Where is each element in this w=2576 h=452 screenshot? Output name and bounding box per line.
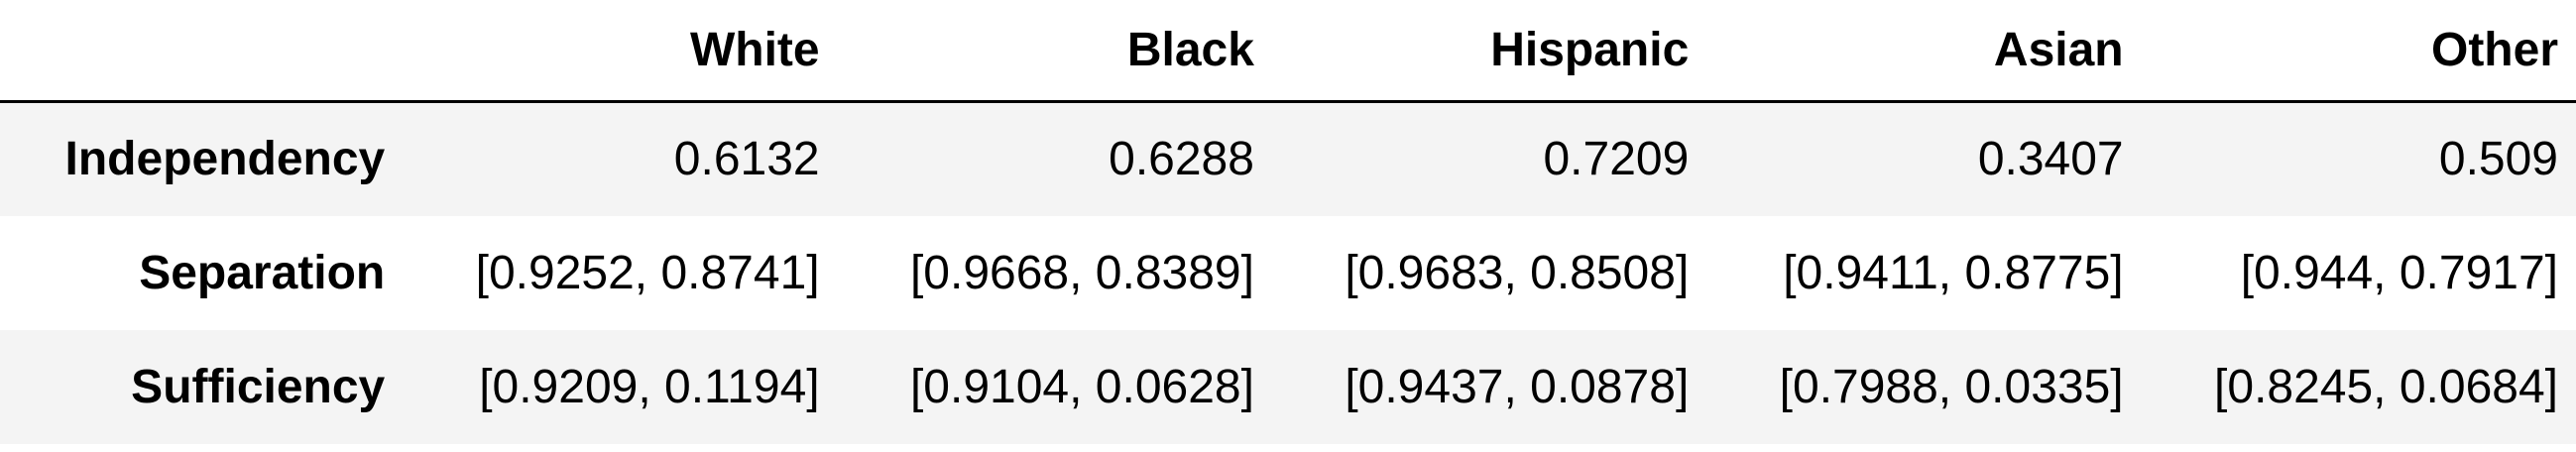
header-row: White Black Hispanic Asian Other [0,0,2576,102]
row-label: Independency [64,133,386,186]
column-header-asian: Asian [1993,24,2124,76]
table-cell: [0.9104, 0.0628] [909,360,1254,413]
table-row-independency: Independency 0.6132 0.6288 0.7209 0.3407… [0,101,2576,216]
table-cell: [0.9437, 0.0878] [1345,360,1690,413]
table-cell: [0.944, 0.7917] [2240,246,2558,299]
table-cell: 0.509 [2438,133,2558,186]
table-row-separation: Separation [0.9252, 0.8741] [0.9668, 0.8… [0,215,2576,330]
row-label: Sufficiency [131,360,386,413]
table-cell: [0.9668, 0.8389] [909,246,1254,299]
table-cell: [0.8245, 0.0684] [2214,360,2558,413]
table-header: White Black Hispanic Asian Other [0,0,2576,102]
corner-cell [0,0,403,102]
column-header-other: Other [2430,24,2558,76]
table-cell: 0.6132 [673,133,820,186]
table-cell: [0.7988, 0.0335] [1779,360,2124,413]
table-body: Independency 0.6132 0.6288 0.7209 0.3407… [0,101,2576,444]
table-cell: 0.7209 [1543,133,1690,186]
table-cell: [0.9209, 0.1194] [479,360,820,413]
column-header-white: White [689,24,820,76]
row-label: Separation [139,246,386,299]
table-cell: 0.3407 [1977,133,2124,186]
column-header-hispanic: Hispanic [1490,24,1690,76]
table-cell: [0.9411, 0.8775] [1783,246,2124,299]
column-header-black: Black [1126,24,1254,76]
table-row-sufficiency: Sufficiency [0.9209, 0.1194] [0.9104, 0.… [0,329,2576,444]
table-cell: 0.6288 [1109,133,1254,186]
table-cell: [0.9252, 0.8741] [475,246,820,299]
table-cell: [0.9683, 0.8508] [1345,246,1690,299]
